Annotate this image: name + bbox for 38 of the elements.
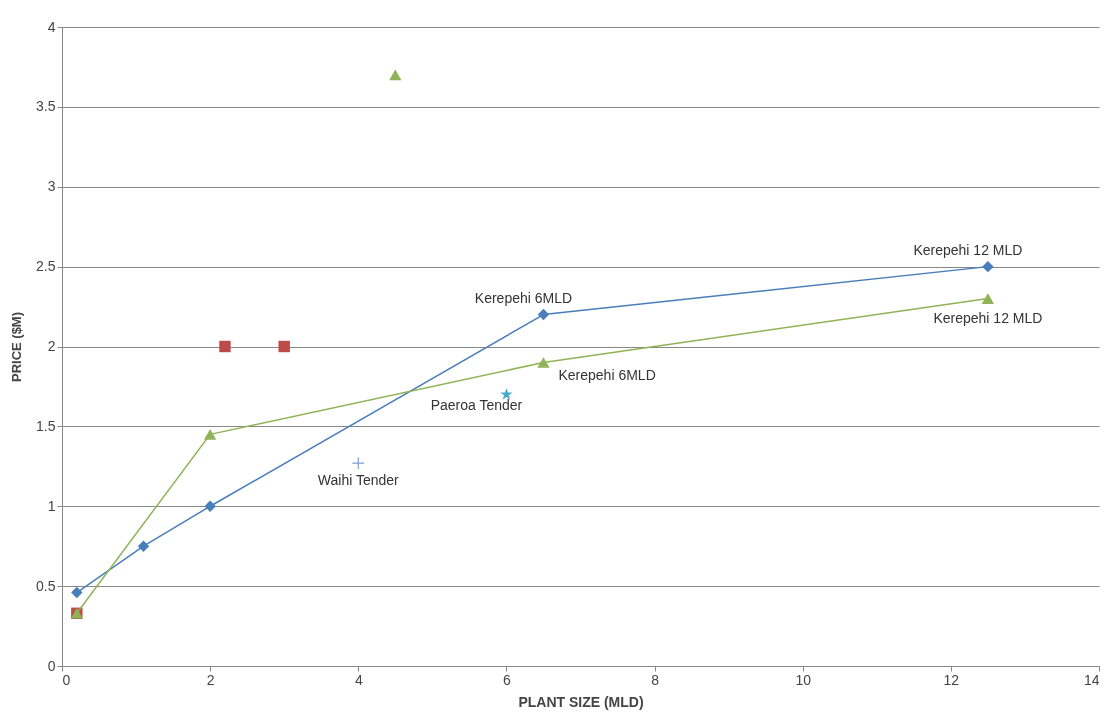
x-tick-label: 10: [795, 671, 812, 688]
annotation: Paeroa Tender: [430, 397, 523, 414]
x-tick-label: 8: [651, 671, 660, 688]
point: [500, 387, 513, 400]
point: [389, 69, 402, 81]
y-tick-label: 2: [47, 338, 56, 354]
point: [204, 429, 217, 440]
y-tick-label: 3.5: [36, 98, 56, 115]
x-tick-label: 0: [62, 671, 71, 688]
y-tick-label: 4: [47, 18, 56, 35]
y-tick-label: 0.5: [36, 577, 56, 594]
x-tick-label: 2: [206, 671, 215, 688]
x-tick-label: 14: [1083, 671, 1100, 688]
x-axis-title: PLANT SIZE (MLD): [518, 693, 644, 710]
x-tick-label: 6: [503, 671, 512, 688]
point: [537, 357, 550, 368]
y-tick-label: 3: [47, 178, 56, 195]
y-tick-label: 1: [47, 497, 56, 514]
point: [204, 500, 216, 512]
point: [981, 293, 995, 304]
x-tick-label: 4: [354, 671, 363, 688]
annotation: Kerepehi 6MLD: [474, 289, 573, 306]
y-tick-label: 0: [47, 657, 56, 674]
annotation: Kerepehi 6MLD: [558, 367, 656, 384]
point: [351, 456, 365, 470]
point: [537, 308, 550, 321]
point: [982, 260, 994, 273]
annotation: Kerepehi 12 MLD: [913, 241, 1023, 258]
annotation: Waihi Tender: [317, 472, 400, 489]
point: [278, 340, 290, 353]
point: [71, 586, 83, 599]
point: [219, 340, 231, 353]
y-tick-label: 2.5: [36, 258, 56, 275]
y-axis-title: PRICE ($M): [9, 311, 25, 383]
x-tick-label: 12: [943, 671, 960, 688]
annotation: Kerepehi 12 MLD: [933, 309, 1043, 326]
point: [137, 540, 150, 552]
y-tick-label: 1.5: [36, 417, 56, 434]
